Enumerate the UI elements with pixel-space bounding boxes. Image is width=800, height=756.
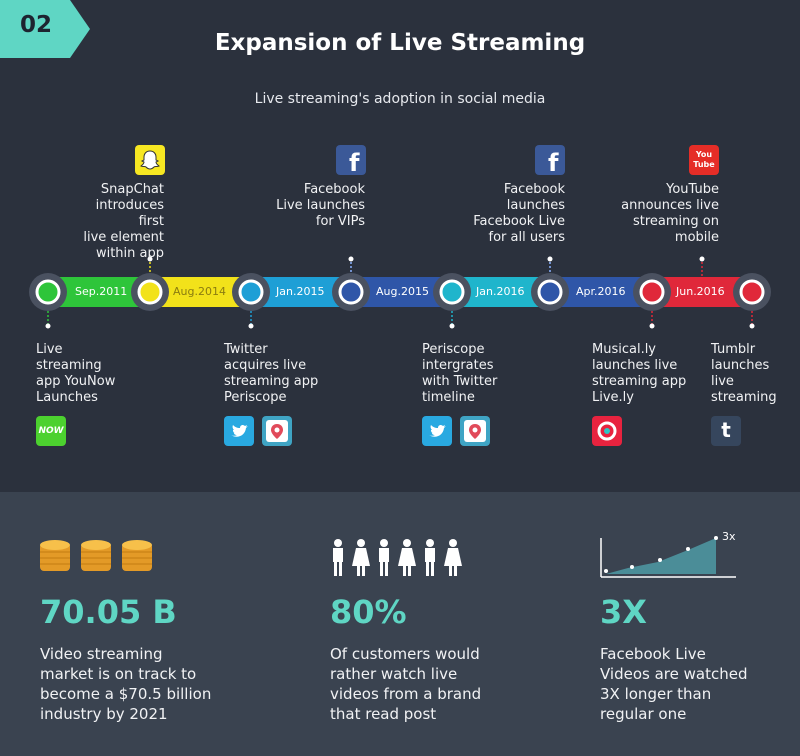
event-musically: Musical.ly launches live streaming app L… (592, 342, 702, 406)
event-line: streaming (711, 390, 777, 405)
event-line: launches live (592, 358, 678, 373)
stat-line: videos from a brand (330, 685, 482, 703)
facebook-icon: f (336, 145, 366, 177)
event-line: introduces first (95, 198, 164, 229)
tumblr-icon-text: t (721, 418, 731, 442)
stat-line: 3X longer than (600, 685, 712, 703)
event-line: intergrates (422, 358, 494, 373)
event-facebook-vip: Facebook Live launches for VIPs (255, 182, 365, 230)
event-line: streaming app (592, 374, 687, 389)
event-line: app YouNow (36, 374, 116, 389)
livelly-icon (592, 416, 622, 446)
younow-icon: NOW (36, 416, 66, 446)
snapchat-icon (135, 145, 165, 175)
event-line: Twitter (224, 342, 268, 357)
event-line: YouTube (666, 182, 719, 197)
event-line: with Twitter (422, 374, 498, 389)
section-number: 02 (20, 12, 53, 38)
event-line: for all users (488, 230, 565, 245)
svg-text:f: f (349, 149, 360, 175)
stat-value: 70.05 B (40, 593, 177, 631)
stat-value: 80% (330, 593, 407, 631)
tumblr-icon: t (711, 416, 741, 446)
stat-value: 3X (600, 593, 647, 631)
timeline-date: Jun.2016 (676, 285, 725, 298)
people-icon (333, 539, 462, 576)
stats-section (0, 492, 800, 756)
event-youtube: YouTube announces live streaming on mobi… (598, 182, 719, 246)
stat-line: industry by 2021 (40, 705, 168, 723)
growth-chart-icon (600, 536, 736, 578)
event-line: Live (36, 342, 63, 357)
event-line: timeline (422, 390, 475, 405)
event-line: Periscope (422, 342, 485, 357)
event-periscope-twitter: Periscope intergrates with Twitter timel… (422, 342, 542, 406)
timeline-date: Aug.2015 (376, 285, 429, 298)
event-line: Live launches (276, 198, 365, 213)
stat-line: Facebook Live (600, 645, 706, 663)
svg-text:f: f (548, 149, 559, 175)
event-line: within app (95, 246, 164, 261)
periscope-icon (460, 416, 490, 446)
stat-line: market is on track to (40, 665, 197, 683)
timeline-date: Aug.2014 (173, 285, 226, 298)
event-line: launches (506, 198, 565, 213)
event-line: announces live (621, 198, 719, 213)
page-title: Expansion of Live Streaming (214, 30, 586, 56)
event-line: launches (711, 358, 770, 373)
event-line: for VIPs (315, 214, 365, 229)
event-younow: Live streaming app YouNow Launches (36, 342, 146, 406)
facebook-icon: f (535, 145, 565, 177)
stat-line: rather watch live (330, 665, 458, 683)
timeline-date: Apr.2016 (576, 285, 626, 298)
youtube-icon-text: You Tube (693, 150, 715, 169)
stat-line: Video streaming (40, 645, 163, 663)
event-line: streaming on (633, 214, 719, 229)
event-line: Musical.ly (592, 342, 657, 357)
timeline-date: Jan.2016 (476, 285, 525, 298)
younow-icon-text: NOW (38, 426, 64, 436)
youtube-icon: You Tube (689, 145, 719, 175)
page-subtitle: Live streaming's adoption in social medi… (254, 91, 546, 107)
event-line: Live.ly (592, 390, 634, 405)
event-line: Facebook (303, 182, 365, 197)
event-line: mobile (674, 230, 719, 245)
event-twitter-periscope: Twitter acquires live streaming app Peri… (224, 342, 344, 406)
event-line: Launches (36, 390, 98, 405)
event-line: Periscope (224, 390, 287, 405)
stat-line: become a $70.5 billion (40, 685, 212, 703)
event-line: Facebook (503, 182, 565, 197)
event-line: acquires live (224, 358, 307, 373)
timeline-bar (29, 256, 771, 329)
section-number-badge (0, 0, 90, 58)
event-line: live element (83, 230, 164, 245)
twitter-icon (224, 416, 254, 446)
event-line: live (711, 374, 734, 389)
coins-icon (40, 540, 152, 571)
stat-description: Video streaming market is on track to be… (40, 644, 211, 724)
periscope-icon (262, 416, 292, 446)
stat-line: Videos are watched (600, 665, 748, 683)
event-line: SnapChat (100, 182, 164, 197)
timeline-date: Jan.2015 (276, 285, 325, 298)
timeline-section (0, 0, 800, 492)
timeline-date: Sep.2011 (75, 285, 128, 298)
chart-label: 3x (722, 530, 736, 543)
stat-line: that read post (330, 705, 437, 723)
event-line: streaming app (224, 374, 319, 389)
event-line: Facebook Live (473, 214, 565, 229)
stat-description: Of customers would rather watch live vid… (330, 644, 481, 724)
event-line: Tumblr (711, 342, 756, 357)
stat-description: Facebook Live Videos are watched 3X long… (600, 644, 747, 724)
event-facebook-live: Facebook launches Facebook Live for all … (445, 182, 565, 246)
event-line: streaming (36, 358, 102, 373)
twitter-icon (422, 416, 452, 446)
event-snapchat: SnapChat introduces first live element w… (76, 182, 164, 262)
stat-line: Of customers would (330, 645, 480, 663)
stat-line: regular one (600, 705, 687, 723)
event-tumblr: Tumblr launches live streaming (711, 342, 796, 406)
